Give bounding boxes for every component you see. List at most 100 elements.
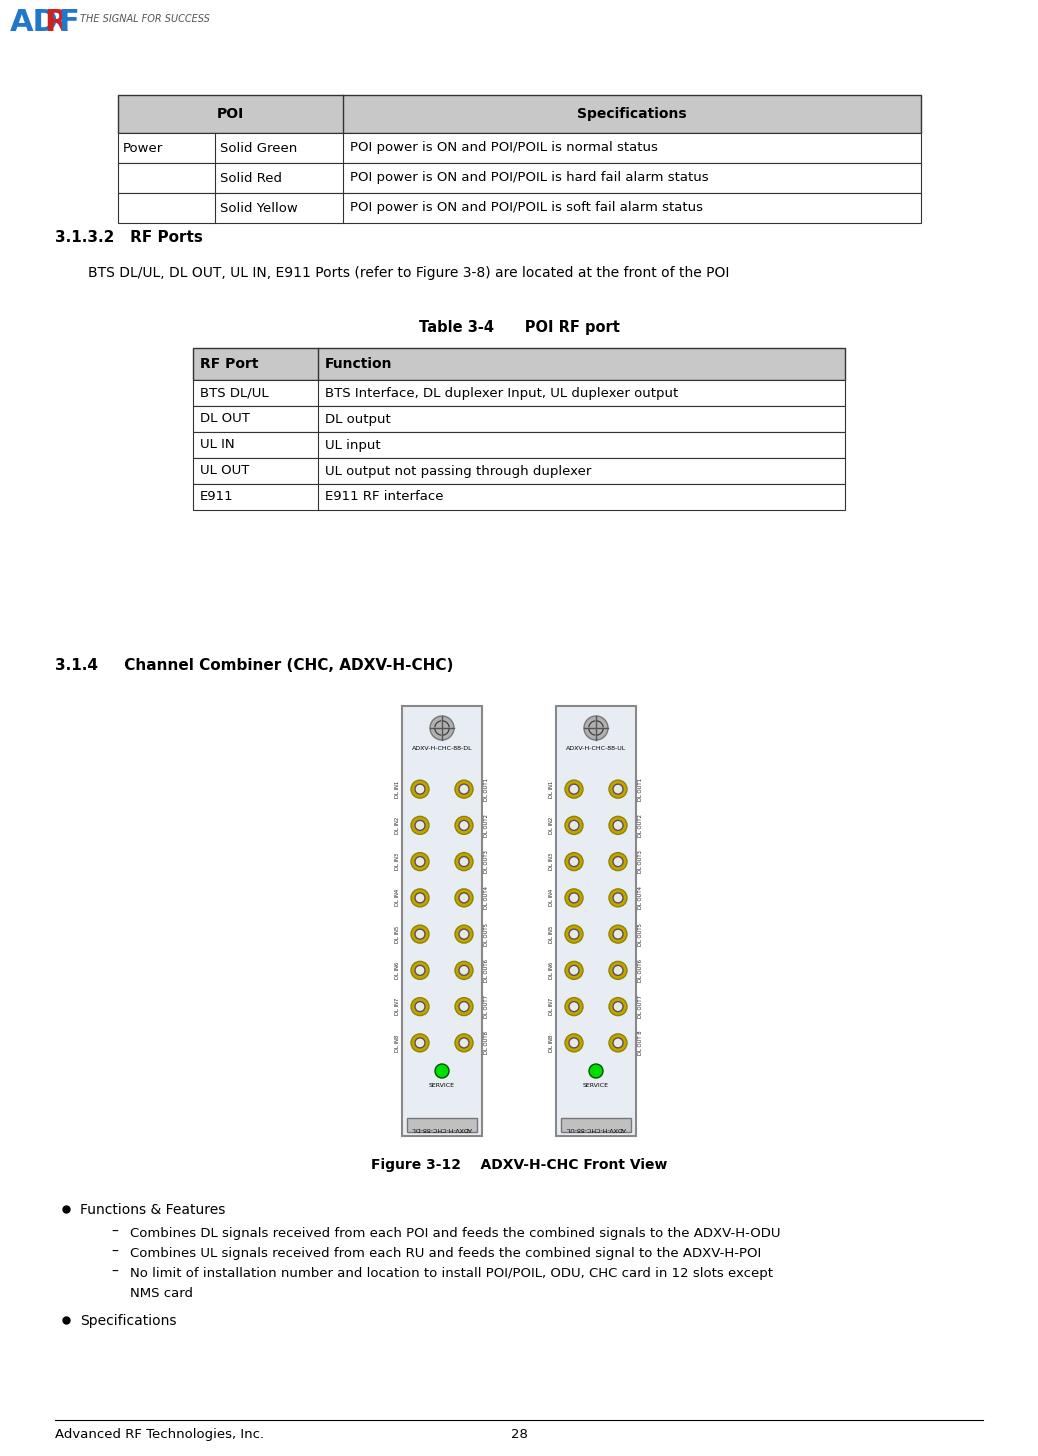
Circle shape: [609, 888, 627, 907]
Circle shape: [459, 1038, 469, 1048]
Text: DL OUT3: DL OUT3: [484, 850, 489, 874]
Bar: [193, 380, 845, 406]
Circle shape: [565, 997, 583, 1016]
Bar: [556, 706, 636, 1136]
Circle shape: [415, 929, 425, 939]
Circle shape: [609, 961, 627, 980]
Circle shape: [565, 780, 583, 798]
Text: DL OUT3: DL OUT3: [638, 850, 643, 874]
Text: DL IN5: DL IN5: [549, 926, 554, 942]
Circle shape: [459, 893, 469, 903]
Circle shape: [613, 929, 623, 939]
Text: DL IN1: DL IN1: [549, 780, 554, 798]
Circle shape: [613, 1038, 623, 1048]
Text: POI power is ON and POI/POIL is normal status: POI power is ON and POI/POIL is normal s…: [350, 141, 658, 154]
Circle shape: [415, 820, 425, 830]
Circle shape: [565, 1034, 583, 1051]
Text: RF Port: RF Port: [200, 357, 258, 371]
Circle shape: [569, 929, 579, 939]
Text: DL OUT8: DL OUT8: [484, 1031, 489, 1054]
Text: F: F: [58, 7, 79, 36]
Text: DL IN8: DL IN8: [549, 1034, 554, 1051]
Circle shape: [569, 965, 579, 976]
Text: DL OUT6: DL OUT6: [638, 960, 643, 981]
Text: Solid Yellow: Solid Yellow: [220, 201, 298, 214]
Bar: [118, 163, 921, 194]
Circle shape: [565, 888, 583, 907]
Bar: [193, 348, 845, 380]
Text: DL IN4: DL IN4: [549, 890, 554, 907]
Circle shape: [569, 893, 579, 903]
Text: ADXV-H-CHC-88-UL: ADXV-H-CHC-88-UL: [566, 1125, 626, 1131]
Circle shape: [609, 853, 627, 871]
Text: E911 RF interface: E911 RF interface: [325, 491, 443, 504]
Circle shape: [584, 716, 608, 740]
Circle shape: [613, 893, 623, 903]
Circle shape: [455, 997, 473, 1016]
Text: –: –: [111, 1245, 118, 1259]
Bar: [193, 432, 845, 459]
Circle shape: [415, 856, 425, 866]
Circle shape: [455, 888, 473, 907]
Circle shape: [411, 888, 429, 907]
Text: ADXV-H-CHC-88-DL: ADXV-H-CHC-88-DL: [412, 745, 472, 751]
Circle shape: [613, 965, 623, 976]
Text: DL OUT6: DL OUT6: [484, 960, 489, 981]
Text: Functions & Features: Functions & Features: [80, 1203, 225, 1217]
Text: POI power is ON and POI/POIL is soft fail alarm status: POI power is ON and POI/POIL is soft fai…: [350, 201, 703, 214]
Bar: [561, 1118, 631, 1131]
Circle shape: [415, 1038, 425, 1048]
Text: THE SIGNAL FOR SUCCESS: THE SIGNAL FOR SUCCESS: [80, 15, 210, 23]
Text: DL IN2: DL IN2: [395, 817, 400, 834]
Circle shape: [613, 856, 623, 866]
Text: Figure 3-12    ADXV-H-CHC Front View: Figure 3-12 ADXV-H-CHC Front View: [371, 1158, 667, 1172]
Text: DL IN6: DL IN6: [549, 962, 554, 978]
Bar: [118, 194, 921, 223]
Circle shape: [609, 925, 627, 943]
Text: Combines DL signals received from each POI and feeds the combined signals to the: Combines DL signals received from each P…: [130, 1227, 781, 1241]
Circle shape: [435, 1064, 449, 1077]
Text: DL OUT 8: DL OUT 8: [638, 1031, 643, 1056]
Circle shape: [415, 785, 425, 794]
Text: DL IN7: DL IN7: [549, 997, 554, 1015]
Text: DL OUT2: DL OUT2: [638, 814, 643, 837]
Text: SERVICE: SERVICE: [583, 1083, 609, 1088]
Text: BTS Interface, DL duplexer Input, UL duplexer output: BTS Interface, DL duplexer Input, UL dup…: [325, 386, 678, 399]
Text: UL IN: UL IN: [200, 438, 235, 451]
Circle shape: [459, 1002, 469, 1012]
Text: DL OUT1: DL OUT1: [638, 778, 643, 801]
Circle shape: [569, 820, 579, 830]
Text: DL OUT7: DL OUT7: [484, 994, 489, 1018]
Circle shape: [609, 780, 627, 798]
Text: DL IN4: DL IN4: [395, 890, 400, 907]
Text: Specifications: Specifications: [80, 1313, 176, 1328]
Text: DL OUT: DL OUT: [200, 412, 250, 425]
Text: –: –: [111, 1265, 118, 1278]
Text: Solid Green: Solid Green: [220, 141, 297, 154]
Circle shape: [569, 1038, 579, 1048]
Circle shape: [613, 820, 623, 830]
Text: –: –: [111, 1224, 118, 1239]
Text: 28: 28: [511, 1428, 527, 1441]
Bar: [193, 459, 845, 483]
Circle shape: [411, 925, 429, 943]
Text: BTS DL/UL: BTS DL/UL: [200, 386, 269, 399]
Circle shape: [411, 780, 429, 798]
Bar: [407, 1118, 477, 1131]
Text: DL IN8: DL IN8: [395, 1034, 400, 1051]
Text: DL OUT5: DL OUT5: [484, 923, 489, 945]
Circle shape: [589, 1064, 603, 1077]
Text: DL IN1: DL IN1: [395, 780, 400, 798]
Text: DL OUT2: DL OUT2: [484, 814, 489, 837]
Text: DL IN3: DL IN3: [395, 853, 400, 871]
Bar: [118, 95, 921, 132]
Circle shape: [459, 965, 469, 976]
Circle shape: [459, 820, 469, 830]
Circle shape: [411, 853, 429, 871]
Circle shape: [411, 1034, 429, 1051]
Circle shape: [613, 785, 623, 794]
Text: DL OUT5: DL OUT5: [638, 923, 643, 945]
Circle shape: [609, 1034, 627, 1051]
Circle shape: [411, 961, 429, 980]
Text: DL OUT7: DL OUT7: [638, 994, 643, 1018]
